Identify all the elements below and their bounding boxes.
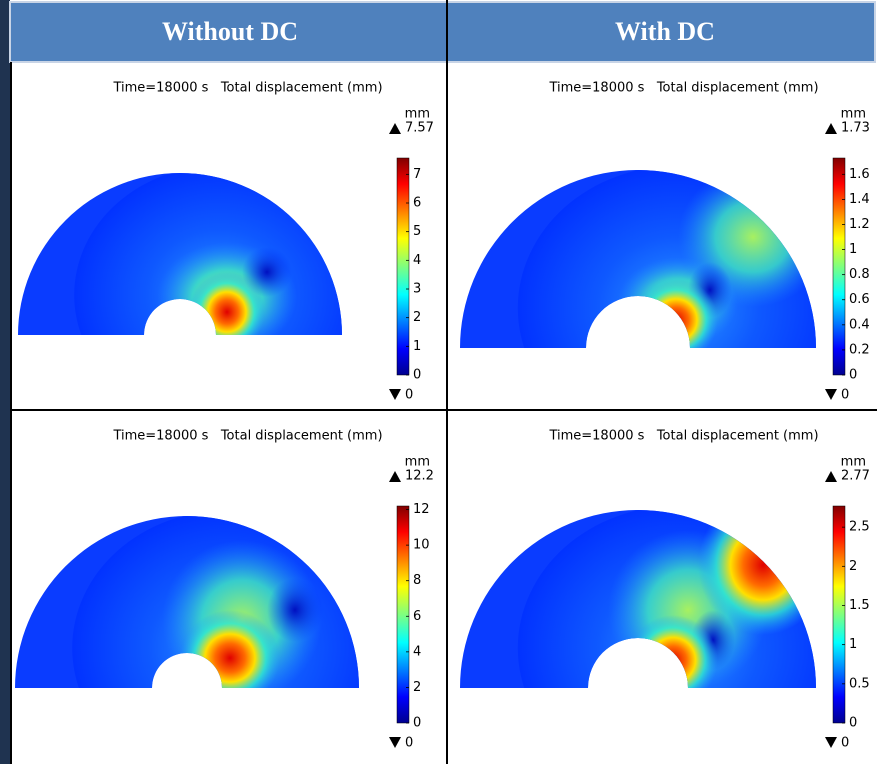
max-label: 2.77: [841, 469, 870, 484]
colorbar-tick-label: 5: [413, 224, 421, 239]
colorbar: [397, 158, 409, 375]
max-label: 1.73: [841, 121, 870, 136]
colorbar-tick-label: 1: [849, 637, 857, 652]
colorbar-tick-label: 6: [413, 196, 421, 211]
colorbar-tick-label: 0.4: [849, 317, 870, 332]
colorbar: [397, 506, 409, 723]
column-header: With DC: [615, 17, 715, 46]
colorbar-tick-label: 1.4: [849, 192, 870, 207]
min-label: 0: [841, 388, 849, 403]
colorbar-tick-label: 0.8: [849, 267, 870, 282]
plot-title: Time=18000 s Total displacement (mm): [548, 81, 818, 96]
min-label: 0: [841, 736, 849, 751]
colorbar-tick-label: 0.2: [849, 342, 870, 357]
min-label: 0: [405, 736, 413, 751]
colorbar-tick-label: 10: [413, 538, 430, 553]
colorbar-tick-label: 1.2: [849, 217, 870, 232]
plot-title: Time=18000 s Total displacement (mm): [112, 81, 382, 96]
colorbar-tick-label: 4: [413, 253, 421, 268]
unit-label: mm: [841, 455, 866, 470]
plot-title: Time=18000 s Total displacement (mm): [112, 429, 382, 444]
colorbar-tick-label: 6: [413, 609, 421, 624]
colorbar-tick-label: 3: [413, 282, 421, 297]
colorbar: [833, 158, 845, 375]
colorbar-tick-label: 1.5: [849, 598, 870, 613]
colorbar-tick-label: 4: [413, 644, 421, 659]
header-bar: [10, 2, 875, 62]
figure: Without DC With DC Time=18000 s Total di…: [0, 0, 877, 764]
colorbar-tick-label: 1.6: [849, 167, 870, 182]
plot-title: Time=18000 s Total displacement (mm): [548, 429, 818, 444]
colorbar-tick-label: 0: [849, 368, 857, 383]
colorbar-tick-label: 12: [413, 502, 430, 517]
side-band: [0, 0, 10, 764]
max-label: 12.2: [405, 469, 434, 484]
colorbar-tick-label: 0: [849, 716, 857, 731]
colorbar-tick-label: 2: [413, 310, 421, 325]
colorbar-tick-label: 0.5: [849, 676, 870, 691]
colorbar: [833, 506, 845, 723]
unit-label: mm: [405, 107, 430, 122]
unit-label: mm: [841, 107, 866, 122]
colorbar-tick-label: 1: [849, 242, 857, 257]
colorbar-tick-label: 7: [413, 167, 421, 182]
colorbar-tick-label: 0: [413, 716, 421, 731]
colorbar-tick-label: 2: [849, 559, 857, 574]
max-label: 7.57: [405, 121, 434, 136]
unit-label: mm: [405, 455, 430, 470]
field-blob: [267, 578, 323, 642]
colorbar-tick-label: 0.6: [849, 292, 870, 307]
colorbar-tick-label: 8: [413, 573, 421, 588]
colorbar-tick-label: 1: [413, 339, 421, 354]
min-label: 0: [405, 388, 413, 403]
column-header: Without DC: [162, 17, 298, 46]
colorbar-tick-label: 2.5: [849, 520, 870, 535]
colorbar-tick-label: 0: [413, 368, 421, 383]
colorbar-tick-label: 2: [413, 680, 421, 695]
